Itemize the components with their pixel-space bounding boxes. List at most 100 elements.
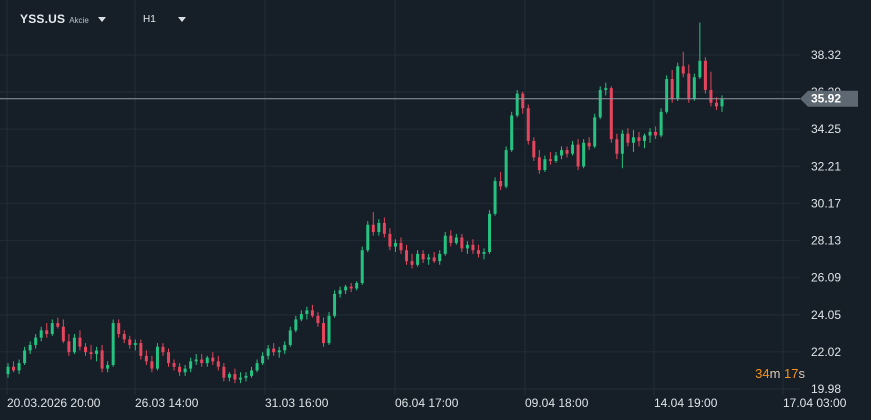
candle: [360, 246, 364, 285]
candle-body: [299, 313, 303, 320]
candle: [709, 71, 713, 107]
candle-body: [106, 364, 110, 369]
time-tick-label: 31.03 16:00: [265, 396, 329, 410]
candle-body: [543, 159, 547, 171]
candle-body: [643, 135, 647, 141]
symbol-selector[interactable]: YSS.US Akcie: [20, 9, 106, 29]
candle: [189, 357, 193, 373]
candle: [654, 126, 658, 140]
price-tick-label: 34.25: [811, 122, 841, 136]
candle: [178, 363, 182, 376]
candle-body: [366, 224, 370, 251]
candle: [23, 346, 27, 365]
candle: [720, 95, 724, 112]
candle-body: [493, 181, 497, 214]
current-price-tag-label: 35.92: [811, 92, 841, 106]
candle-body: [449, 235, 453, 243]
candle: [321, 317, 325, 347]
candle-body: [537, 157, 541, 171]
instrument-type-label: Akcie: [69, 15, 89, 25]
candle: [39, 326, 43, 342]
candle-body: [604, 88, 608, 90]
candle: [233, 368, 237, 384]
candle: [288, 326, 292, 347]
candle-body: [261, 355, 265, 364]
candle-body: [571, 144, 575, 154]
candle-body: [327, 315, 331, 344]
candle-body: [61, 326, 65, 342]
candle: [687, 64, 691, 103]
candle: [460, 233, 464, 253]
candle-body: [272, 348, 276, 353]
candle: [172, 359, 176, 371]
candle-body: [482, 252, 486, 254]
candle: [261, 352, 265, 365]
candle: [543, 155, 547, 172]
candle-body: [12, 366, 16, 371]
candle-body: [250, 370, 254, 376]
timeframe-selector[interactable]: H1: [143, 9, 186, 29]
price-tick-label: 24.05: [811, 308, 841, 322]
chevron-down-icon: [97, 16, 106, 22]
candle: [432, 252, 436, 263]
candle: [438, 250, 442, 265]
candle: [305, 306, 309, 320]
candle: [205, 355, 209, 367]
candle-body: [371, 224, 375, 233]
candle: [167, 348, 171, 367]
candle-body: [504, 150, 508, 187]
candle: [659, 108, 663, 138]
candle-body: [410, 261, 414, 265]
countdown-minutes: 34: [755, 366, 770, 381]
candle-body: [681, 66, 685, 74]
candle: [349, 283, 353, 293]
candle: [593, 113, 597, 149]
candle: [266, 344, 270, 360]
time-tick-label: 17.04 03:00: [783, 396, 847, 410]
candle: [499, 171, 503, 191]
candle-body: [510, 115, 514, 151]
candle: [515, 89, 519, 118]
candle-body: [443, 235, 447, 254]
candle: [133, 339, 137, 351]
candlestick-series: [6, 22, 724, 384]
candle-body: [144, 355, 148, 362]
candle: [493, 177, 497, 216]
candle: [582, 139, 586, 169]
candle-body: [709, 89, 713, 103]
candle: [316, 312, 320, 327]
candle-body: [714, 102, 718, 107]
candle-body: [194, 359, 198, 362]
candle-body: [554, 155, 558, 161]
candle-body: [216, 361, 220, 367]
candle-body: [310, 310, 314, 316]
price-tick-label: 22.02: [811, 345, 841, 359]
candle: [327, 312, 331, 345]
candle: [100, 344, 104, 373]
candle-body: [133, 343, 137, 345]
candle-body: [377, 222, 381, 233]
candle-countdown: 34m 17s: [755, 366, 805, 381]
candle: [244, 372, 248, 382]
candle: [399, 237, 403, 254]
candle: [615, 133, 619, 160]
candle-body: [277, 350, 281, 353]
candle: [50, 319, 54, 336]
candle-body: [6, 366, 10, 375]
time-axis[interactable]: 20.03.2026 20:00 26.03 14:00 31.03 16:00 06…: [7, 396, 847, 410]
candle-body: [288, 330, 292, 345]
candle: [344, 284, 348, 294]
candle: [333, 290, 337, 318]
candle: [510, 111, 514, 152]
candle: [299, 310, 303, 322]
candle-body: [488, 213, 492, 253]
candle: [183, 364, 187, 376]
candle-body: [548, 159, 552, 161]
candle-body: [316, 315, 320, 324]
current-price-tag: 35.92: [800, 90, 858, 107]
candle: [565, 146, 569, 158]
candle-body: [305, 310, 309, 314]
candle: [89, 344, 93, 360]
candle: [227, 372, 231, 382]
